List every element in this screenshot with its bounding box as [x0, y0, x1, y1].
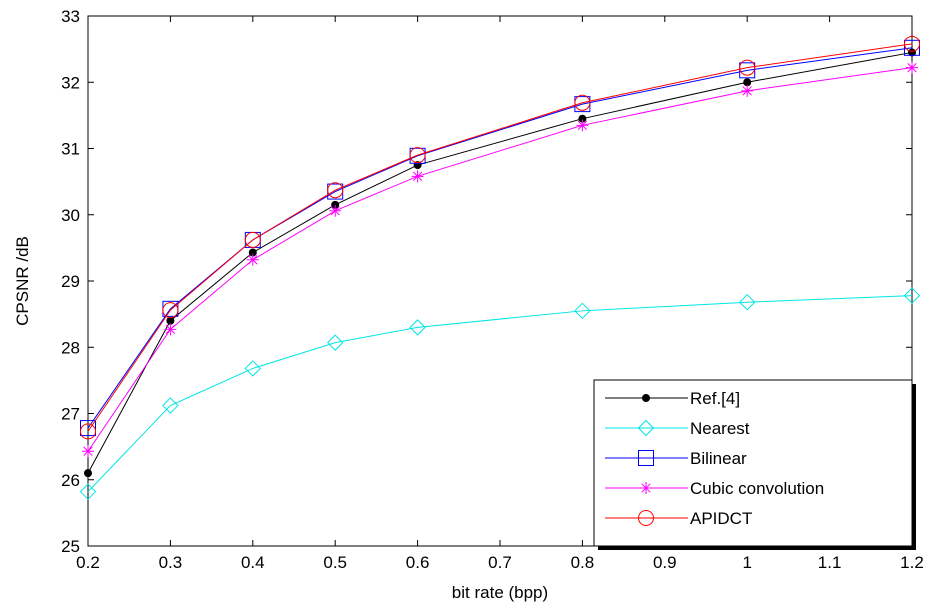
y-tick-label: 25	[61, 537, 80, 556]
x-axis-title: bit rate (bpp)	[452, 583, 548, 602]
data-point-nearest	[903, 287, 921, 304]
data-point-nearest	[79, 483, 97, 500]
y-tick-label: 33	[61, 7, 80, 26]
legend-label-cubic-convolution: Cubic convolution	[690, 479, 824, 498]
series-line-cubic-convolution	[87, 67, 913, 452]
y-tick-label: 30	[61, 206, 80, 225]
series-cubic-convolution	[82, 61, 918, 458]
x-tick-label: 1.1	[818, 553, 842, 572]
legend-marker-cubic-convolution	[640, 482, 652, 494]
data-point-nearest	[574, 302, 591, 320]
y-axis: 25 26 27 28 29 30 31 32 33	[61, 7, 912, 556]
series-line-nearest	[87, 295, 913, 493]
data-point-ref-4	[84, 469, 92, 478]
x-tick-label: 1	[742, 553, 751, 572]
data-point-apidct	[327, 182, 344, 199]
series-line-bilinear	[87, 47, 913, 429]
data-point-ref-4	[743, 78, 752, 87]
data-point-apidct	[739, 59, 756, 76]
x-tick-label: 0.7	[488, 553, 512, 572]
data-point-cubic-convolution	[246, 253, 259, 266]
x-tick-label: 0.9	[653, 553, 677, 572]
series-nearest	[79, 287, 921, 500]
legend: Ref.[4] Nearest Bilinear Cubic convolution A…	[593, 379, 916, 550]
data-point-cubic-convolution	[741, 84, 754, 97]
data-point-cubic-convolution	[576, 119, 589, 132]
legend-label-apidct: APIDCT	[690, 509, 752, 528]
x-tick-label: 1.2	[900, 553, 924, 572]
data-point-cubic-convolution	[164, 323, 177, 336]
legend-marker-ref-4	[642, 394, 650, 402]
x-axis: 0.2 0.3 0.4 0.5 0.6 0.7 0.8 0.9 1 1.1 1.2	[76, 16, 924, 572]
series-line-apidct	[87, 43, 913, 432]
x-tick-label: 0.2	[76, 553, 100, 572]
data-point-apidct	[409, 147, 426, 164]
legend-label-ref-4: Ref.[4]	[690, 389, 740, 408]
x-tick-label: 0.3	[159, 553, 183, 572]
data-point-nearest	[162, 397, 179, 414]
y-tick-label: 31	[61, 140, 80, 159]
data-point-bilinear	[80, 420, 96, 437]
data-point-cubic-convolution	[82, 445, 94, 458]
data-point-cubic-convolution	[906, 61, 918, 74]
data-point-nearest	[326, 334, 344, 351]
data-point-cubic-convolution	[329, 204, 342, 217]
data-point-bilinear	[904, 39, 920, 56]
legend-marker-apidct	[638, 510, 654, 526]
legend-marker-bilinear	[638, 450, 654, 466]
y-tick-label: 26	[61, 471, 80, 490]
series-line-ref-4	[87, 51, 913, 474]
data-point-cubic-convolution	[411, 170, 424, 183]
data-point-nearest	[244, 360, 262, 377]
x-tick-label: 0.6	[406, 553, 430, 572]
data-point-nearest	[409, 319, 426, 336]
y-axis-title: CPSNR /dB	[13, 236, 32, 326]
data-point-apidct	[162, 302, 179, 319]
data-point-apidct	[574, 94, 591, 111]
series-apidct	[80, 35, 920, 440]
y-tick-label: 29	[61, 272, 80, 291]
data-point-apidct	[904, 35, 920, 52]
series-ref-4	[84, 48, 916, 478]
y-tick-label: 32	[61, 73, 80, 92]
legend-marker-nearest	[637, 419, 655, 437]
data-point-apidct	[80, 423, 96, 440]
x-tick-label: 0.4	[241, 553, 265, 572]
x-tick-label: 0.5	[323, 553, 347, 572]
data-point-ref-4	[166, 316, 175, 325]
data-point-apidct	[244, 231, 261, 248]
legend-label-bilinear: Bilinear	[690, 449, 747, 468]
legend-box	[593, 379, 913, 547]
y-tick-label: 27	[61, 405, 80, 424]
y-tick-label: 28	[61, 338, 80, 357]
legend-label-nearest: Nearest	[690, 419, 750, 438]
series-layer	[79, 35, 921, 500]
data-point-nearest	[738, 293, 756, 311]
x-tick-label: 0.8	[571, 553, 595, 572]
